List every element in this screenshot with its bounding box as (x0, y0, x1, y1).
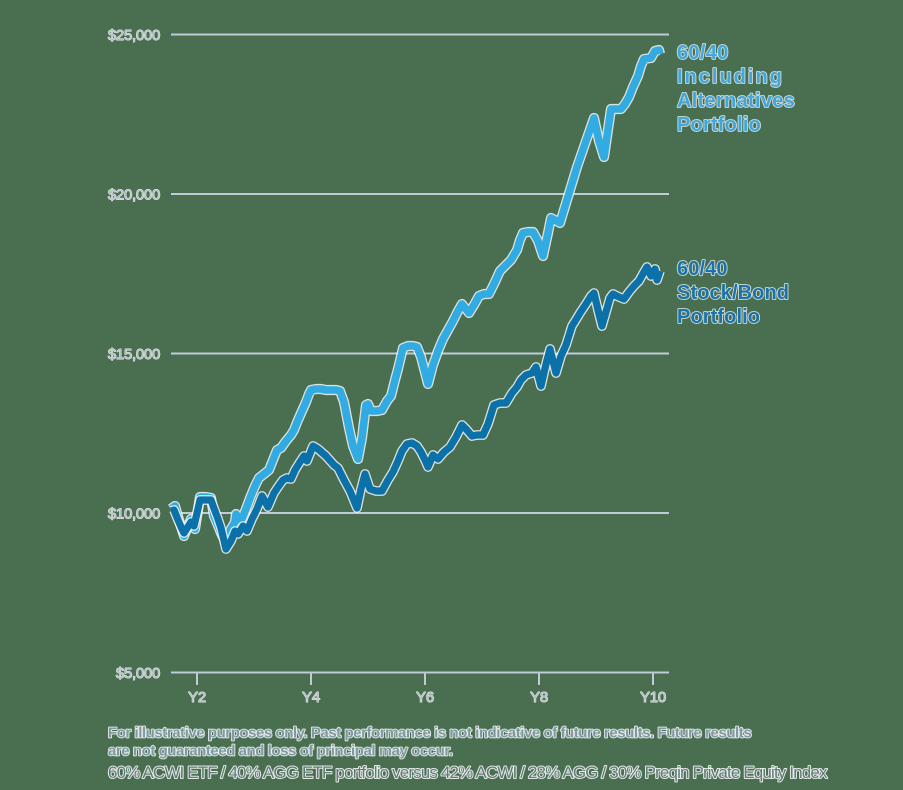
svg-text:60/40: 60/40 (677, 42, 729, 64)
svg-text:Including: Including (677, 66, 784, 88)
svg-text:Portfolio: Portfolio (677, 306, 760, 328)
svg-text:Y4: Y4 (302, 689, 320, 706)
svg-text:$5,000: $5,000 (116, 665, 160, 682)
svg-text:$10,000: $10,000 (108, 506, 160, 523)
svg-text:Y10: Y10 (640, 689, 666, 706)
svg-text:60/40: 60/40 (677, 258, 728, 280)
svg-text:Y2: Y2 (188, 689, 206, 706)
svg-text:$15,000: $15,000 (108, 346, 160, 363)
svg-text:$20,000: $20,000 (108, 187, 160, 204)
svg-text:Alternatives: Alternatives (677, 90, 795, 112)
svg-text:Y6: Y6 (416, 689, 434, 706)
svg-text:are not guaranteed and loss of: are not guaranteed and loss of principal… (108, 743, 453, 760)
svg-text:Stock/Bond: Stock/Bond (677, 282, 789, 304)
svg-text:$25,000: $25,000 (108, 27, 160, 44)
svg-text:60% ACWI ETF / 40% AGG ETF por: 60% ACWI ETF / 40% AGG ETF portfolio ver… (108, 763, 828, 782)
svg-text:Portfolio: Portfolio (677, 114, 761, 136)
svg-text:Y8: Y8 (530, 689, 548, 706)
svg-text:For illustrative purposes only: For illustrative purposes only. Past per… (108, 725, 751, 742)
